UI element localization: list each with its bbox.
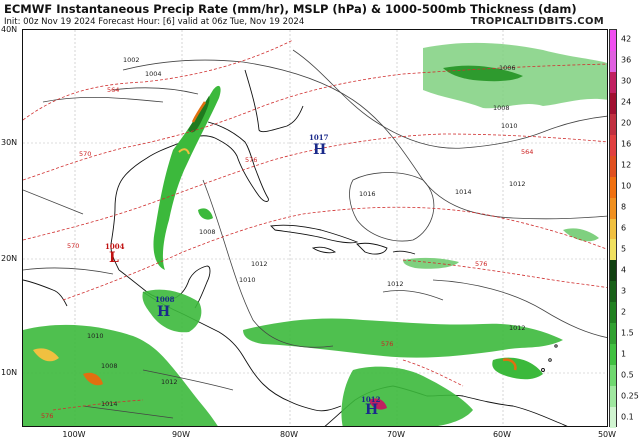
colorbar-segment [610,218,616,240]
isobar-labels: 1002 1004 1006 1008 1010 1012 1014 1016 … [87,56,526,408]
isobar-label: 1010 [239,276,256,284]
init-valid-time: Init: 00z Nov 19 2024 Forecast Hour: [6]… [4,17,305,27]
isobar-label: 1014 [455,188,472,196]
colorbar-segment [610,92,616,115]
isobar-label: 1012 [509,324,526,332]
high-pressure-value: 1008 [155,295,175,304]
isobar-label: 1002 [123,56,140,64]
colorbar-segment [610,239,616,261]
thickness-lines [23,39,607,411]
colorbar-label: 0.1 [621,412,634,422]
colorbar-label: 2 [621,307,627,317]
islands [270,224,558,372]
lat-label-10n: 10N [1,368,18,377]
colorbar-label: 1.5 [621,328,634,338]
colorbar-label: 0.5 [621,370,634,380]
lat-label-30n: 30N [1,138,18,147]
thickness-labels: 564 570 576 564 576 570 576 576 [41,86,533,420]
colorbar-label: 5 [621,244,627,254]
isobar-label: 1008 [101,362,118,370]
precip-rain [23,42,607,426]
colorbar-segment [610,71,616,94]
lon-label-100w: 100W [62,430,86,439]
isobar-label: 1016 [359,190,376,198]
isobar-label: 1008 [493,104,510,112]
colorbar-label: 8 [621,202,627,212]
map-title: ECMWF Instantaneous Precip Rate (mm/hr),… [4,2,577,16]
colorbar-segment [610,281,616,303]
colorbar-segment [610,113,616,136]
isobars [23,49,607,419]
high-pressure-symbol: H [313,142,326,158]
high-pressure-value: 1012 [361,395,381,404]
colorbar-segment [610,365,616,387]
colorbar-segment [610,50,616,73]
colorbar-segment [610,197,616,220]
weather-map: 1002 1004 1006 1008 1010 1012 1014 1016 … [23,30,607,426]
lon-label-70w: 70W [386,430,406,439]
thickness-label: 570 [79,150,91,158]
isobar-label: 1004 [145,70,162,78]
low-pressure-value: 1004 [105,242,125,251]
colorbar-label: 12 [621,160,632,170]
lon-label-50w: 50W [597,430,617,439]
high-pressure-value: 1017 [309,133,329,142]
thickness-label: 576 [41,412,53,420]
colorbar-segment [610,323,616,345]
thickness-label: 576 [475,260,487,268]
colorbar-label: 42 [621,34,632,44]
thickness-label: 570 [67,242,79,250]
high-pressure-symbol: H [157,304,170,320]
isobar-label: 1012 [387,280,404,288]
colorbar-label: 36 [621,55,632,65]
lon-label-80w: 80W [279,430,299,439]
colorbar-label: 4 [621,265,627,275]
isobar-label: 1008 [199,228,216,236]
thickness-label: 576 [245,156,257,164]
lat-label-20n: 20N [1,254,18,263]
colorbar-label: 24 [621,97,632,107]
thickness-label: 576 [381,340,393,348]
colorbar-label: 0.25 [621,391,639,401]
isobar-label: 1012 [509,180,526,188]
isobar-label: 1010 [87,332,104,340]
site-brand: TROPICALTIDBITS.COM [470,16,604,27]
thickness-label: 564 [107,86,119,94]
isobar-label: 1012 [251,260,268,268]
isobar-label: 1006 [499,64,516,72]
colorbar-label: 3 [621,286,627,296]
isobar-label: 1014 [101,400,118,408]
colorbar-label: 30 [621,76,632,86]
colorbar-label: 20 [621,118,632,128]
colorbar-segment [610,134,616,157]
high-pressure-symbol: H [365,402,378,418]
map-panel: 1002 1004 1006 1008 1010 1012 1014 1016 … [22,29,608,427]
colorbar-segment [610,407,616,429]
lat-label-40n: 40N [1,25,18,34]
precip-colorbar [609,29,617,429]
colorbar-segment [610,344,616,366]
thickness-label: 564 [521,148,533,156]
colorbar-segment [610,176,616,199]
lon-label-60w: 60W [492,430,512,439]
isobar-label: 1010 [501,122,518,130]
pressure-centers: 1017 H 1004 L 1008 H 1012 H [105,133,381,418]
colorbar-segment [610,386,616,408]
colorbar-label: 1 [621,349,627,359]
colorbar-label: 10 [621,181,632,191]
lon-label-90w: 90W [171,430,191,439]
colorbar-segment [610,155,616,178]
colorbar-label: 16 [621,139,632,149]
colorbar-segment [610,302,616,324]
colorbar-segment [610,260,616,282]
isobar-label: 1012 [161,378,178,386]
colorbar-segment [610,30,616,52]
low-pressure-symbol: L [109,250,119,266]
colorbar-label: 6 [621,223,627,233]
